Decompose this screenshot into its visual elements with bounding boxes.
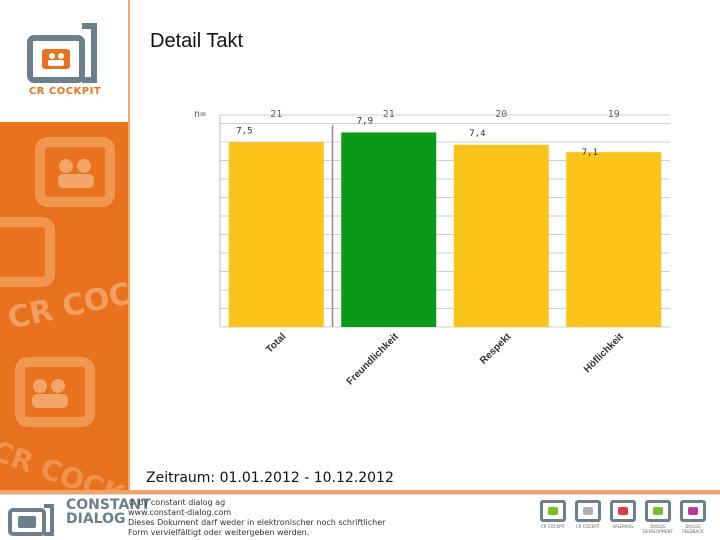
brand-label: CR COCKPIT — [575, 524, 601, 529]
brand-logos: CR COCKPIT CR COCKPIT VALEMASS DIALOG DE… — [538, 500, 708, 536]
n-value: 20 — [495, 109, 507, 120]
brand-label: DIALOG DEVELOPMENT — [643, 524, 673, 534]
sidebar-divider — [128, 0, 130, 490]
data-label: 7,9 — [357, 116, 373, 126]
copyright-line: www.constant-dialog.com — [128, 508, 232, 517]
brand-label: CR COCKPIT — [540, 524, 566, 529]
sidebar: CR COCKPIT CR COCKPIT CR COCKPIT — [0, 0, 128, 490]
footer: CONSTANT DIALOG © by constant dialog ag … — [0, 490, 720, 540]
n-value: 21 — [383, 109, 395, 120]
company-name: CONSTANT DIALOG — [66, 498, 151, 526]
brand-logo-dialog-feedback: DIALOG FEEDBACK — [678, 500, 708, 536]
brand-logo-valemass: VALEMASS — [608, 500, 638, 536]
x-tick-label: Freundlichkeit — [345, 331, 402, 388]
copyright-line: Dieses Dokument darf weder in elektronis… — [128, 518, 386, 527]
n-value: 21 — [270, 109, 282, 120]
sidebar-watermark-word: CR COCKPIT — [0, 434, 128, 490]
brand-color-swatch — [583, 507, 593, 515]
x-tick-label: Total — [264, 331, 288, 355]
company-name-line: CONSTANT — [66, 497, 151, 513]
sidebar-watermark-word: CR COCKPIT — [5, 260, 128, 336]
brand-box-icon — [610, 500, 636, 522]
brand-color-swatch — [618, 507, 628, 515]
bar — [566, 152, 662, 327]
brand-box-icon — [645, 500, 671, 522]
brand-box-icon — [680, 500, 706, 522]
x-tick-label: Respekt — [478, 331, 514, 367]
n-value: 19 — [608, 109, 620, 120]
bar — [228, 142, 324, 327]
data-label: 7,4 — [469, 129, 485, 139]
copyright-line: © by constant dialog ag — [128, 498, 226, 507]
brand-box-icon — [575, 500, 601, 522]
brand-logo-cr-cockpit: CR COCKPIT — [538, 500, 568, 536]
bar — [341, 132, 437, 327]
company-name-line: DIALOG — [66, 511, 126, 527]
page-title: Detail Takt — [150, 30, 244, 52]
bar-chart: n= 21 7,5 Total 21 7,9 Freundlichkeit 20 7,4 Resp… — [194, 109, 670, 388]
copyright-notice: © by constant dialog ag www.constant-dia… — [128, 498, 385, 538]
brand-box-icon — [540, 500, 566, 522]
brand-color-swatch — [548, 507, 558, 515]
brand-color-swatch — [653, 507, 663, 515]
footer-accent-line — [0, 490, 720, 494]
timeframe-label: Zeitraum: 01.01.2012 - 10.12.2012 — [146, 470, 394, 486]
brand-label: DIALOG FEEDBACK — [682, 524, 704, 534]
brand-color-swatch — [688, 507, 698, 515]
cr-cockpit-logo-icon — [27, 23, 97, 83]
footer-divider — [0, 494, 720, 495]
x-tick-label: Höflichkeit — [582, 331, 626, 375]
copyright-line: Form vervielfältigt oder weitergeben wer… — [128, 528, 310, 537]
sidebar-logo-text: CR COCKPIT — [28, 86, 102, 97]
data-label: 7,5 — [236, 126, 252, 136]
sidebar-watermark-panel: CR COCKPIT CR COCKPIT — [0, 122, 128, 490]
constant-dialog-logo-icon — [8, 504, 54, 536]
sidebar-watermark-pattern: CR COCKPIT CR COCKPIT — [0, 137, 128, 490]
n-label: n= — [194, 109, 206, 120]
brand-logo-cr-cockpit-gray: CR COCKPIT — [573, 500, 603, 536]
brand-label: VALEMASS — [612, 524, 634, 529]
bar — [453, 144, 549, 327]
data-label: 7,1 — [582, 148, 598, 158]
brand-logo-dialog-development: DIALOG DEVELOPMENT — [643, 500, 673, 536]
